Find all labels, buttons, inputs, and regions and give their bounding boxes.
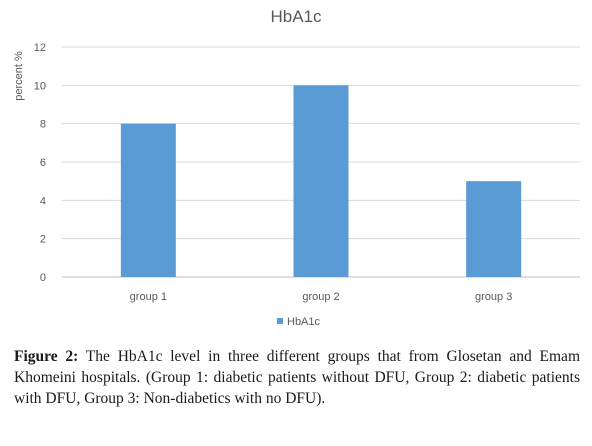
bar-chart: HbA1c 0 2 4 6 8 10 12 group 1 group 2 group 3 pe… <box>13 7 580 328</box>
x-tick-label: group 1 <box>130 291 167 303</box>
chart-area: HbA1c 0 2 4 6 8 10 12 group 1 group 2 group 3 pe… <box>13 7 580 328</box>
y-axis-label: percent % <box>13 51 25 101</box>
bar-group-1 <box>120 123 176 278</box>
legend-swatch <box>277 318 283 324</box>
y-tick-label: 2 <box>40 234 46 246</box>
x-tick-label: group 3 <box>475 291 512 303</box>
y-tick-labels: 0 2 4 6 8 10 12 <box>34 42 46 284</box>
chart-title: HbA1c <box>270 7 322 26</box>
y-tick-label: 10 <box>34 80 46 92</box>
y-tick-label: 12 <box>34 42 46 54</box>
y-tick-label: 4 <box>40 195 46 207</box>
bar-group-2 <box>293 85 349 277</box>
x-tick-label: group 2 <box>302 291 339 303</box>
bars <box>120 85 522 278</box>
figure-caption: Figure 2: The HbA1c level in three diffe… <box>14 346 580 409</box>
y-tick-label: 8 <box>40 119 46 131</box>
legend-label: HbA1c <box>287 316 321 328</box>
bar-group-3 <box>466 181 522 277</box>
caption-label: Figure 2: <box>14 348 79 365</box>
legend: HbA1c <box>277 316 321 328</box>
x-tick-labels: group 1 group 2 group 3 <box>130 291 513 303</box>
y-tick-label: 6 <box>40 157 46 169</box>
caption-text: The HbA1c level in three different group… <box>14 348 580 407</box>
y-tick-label: 0 <box>40 272 46 284</box>
